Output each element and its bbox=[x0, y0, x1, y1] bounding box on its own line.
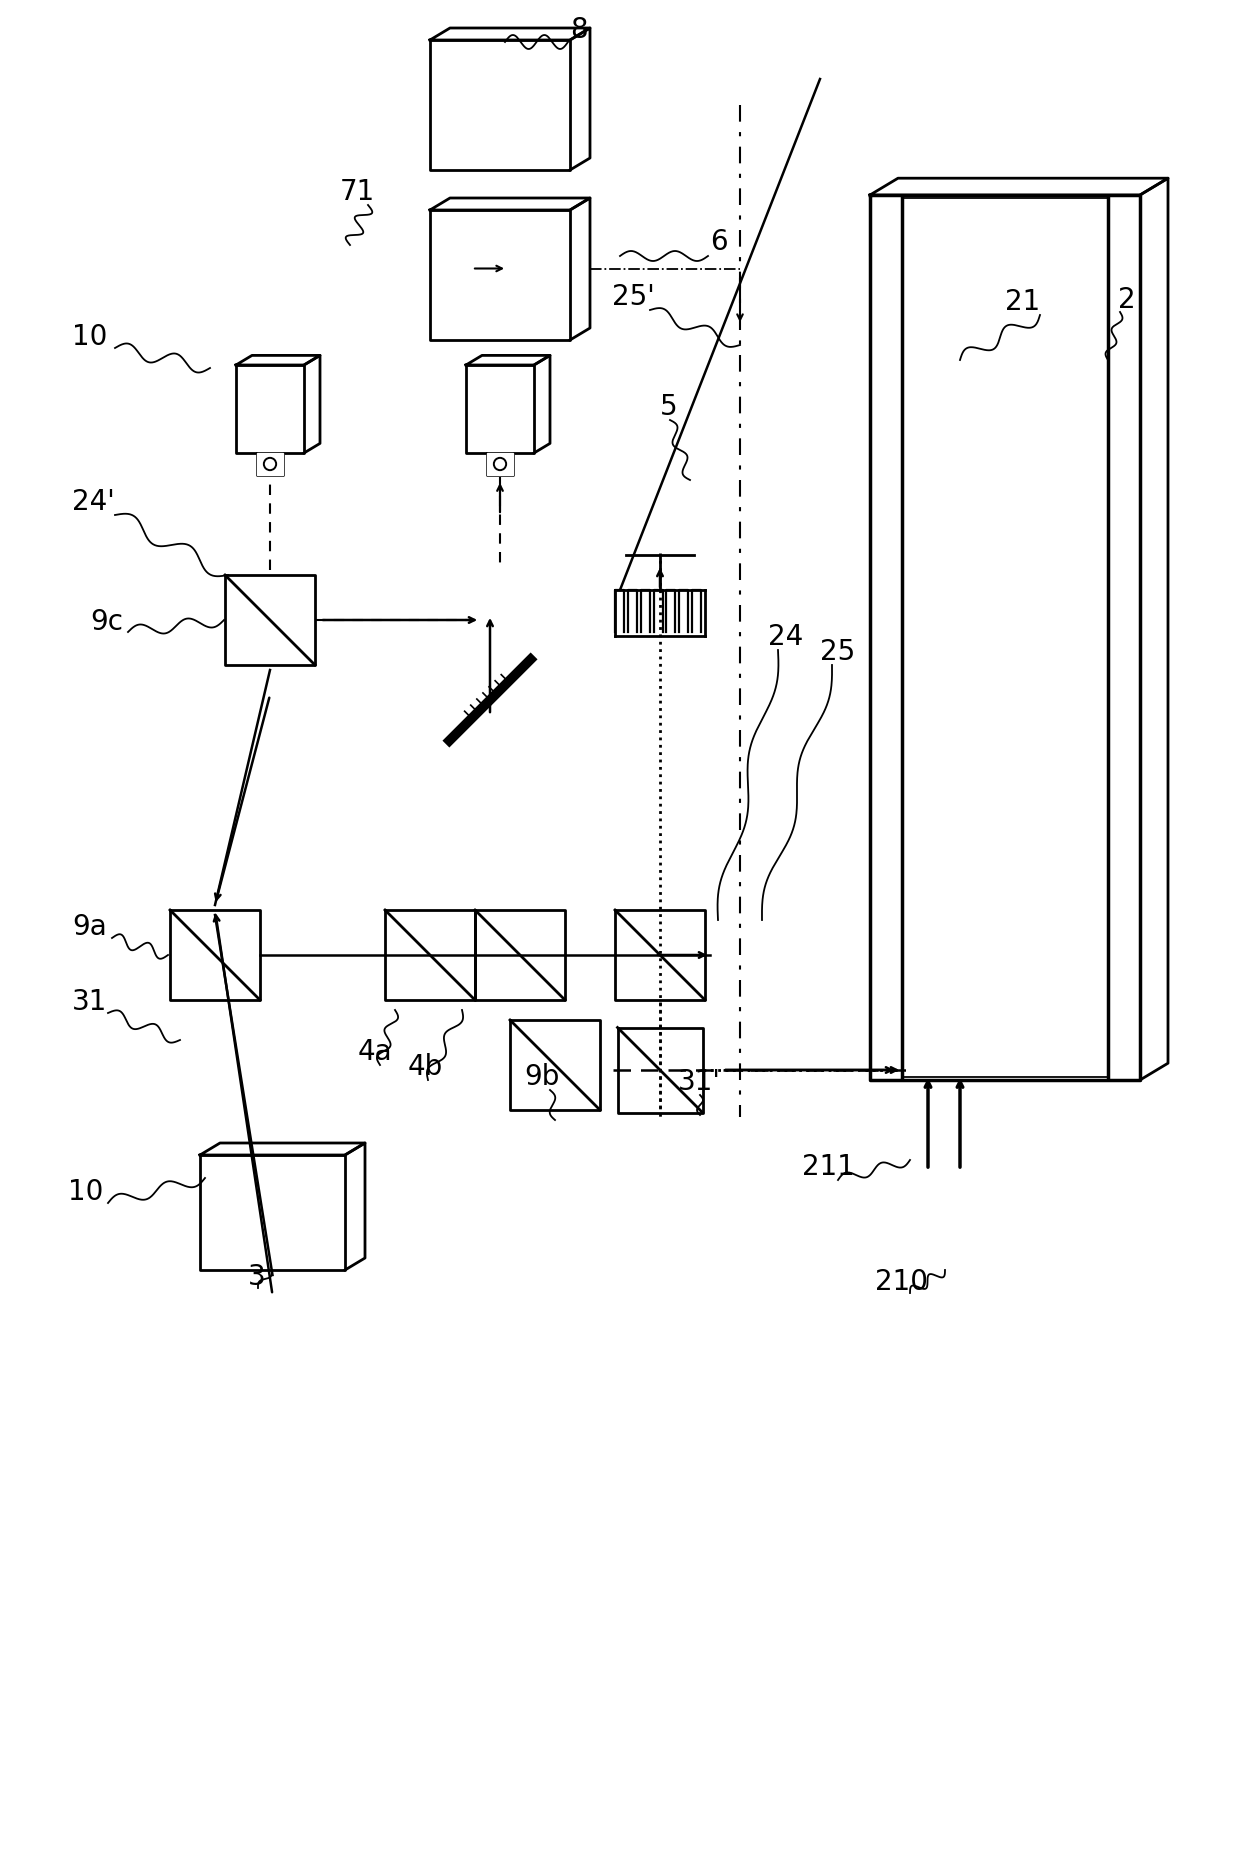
Text: 31': 31' bbox=[678, 1068, 720, 1096]
Text: 5: 5 bbox=[660, 393, 677, 421]
Text: 210: 210 bbox=[875, 1269, 928, 1297]
Text: 24: 24 bbox=[768, 623, 804, 651]
Text: 9b: 9b bbox=[525, 1063, 559, 1091]
Text: 25': 25' bbox=[613, 284, 655, 312]
Text: 31: 31 bbox=[72, 989, 108, 1017]
Text: 10: 10 bbox=[72, 323, 108, 351]
Polygon shape bbox=[487, 453, 513, 475]
Text: 4a: 4a bbox=[358, 1039, 393, 1067]
Text: 10: 10 bbox=[68, 1178, 103, 1206]
Text: 211: 211 bbox=[802, 1154, 854, 1182]
Text: 9c: 9c bbox=[91, 608, 123, 636]
Text: 25: 25 bbox=[820, 638, 856, 666]
Polygon shape bbox=[257, 453, 283, 475]
Text: 71: 71 bbox=[340, 178, 376, 206]
Text: 8: 8 bbox=[570, 17, 588, 45]
Text: 4b: 4b bbox=[408, 1054, 443, 1081]
Text: 21: 21 bbox=[1004, 288, 1040, 315]
Text: 2: 2 bbox=[1118, 286, 1136, 313]
Text: 6: 6 bbox=[711, 228, 728, 256]
Text: 24': 24' bbox=[72, 488, 115, 516]
Text: 9a: 9a bbox=[72, 913, 107, 940]
Text: 3: 3 bbox=[248, 1263, 265, 1291]
